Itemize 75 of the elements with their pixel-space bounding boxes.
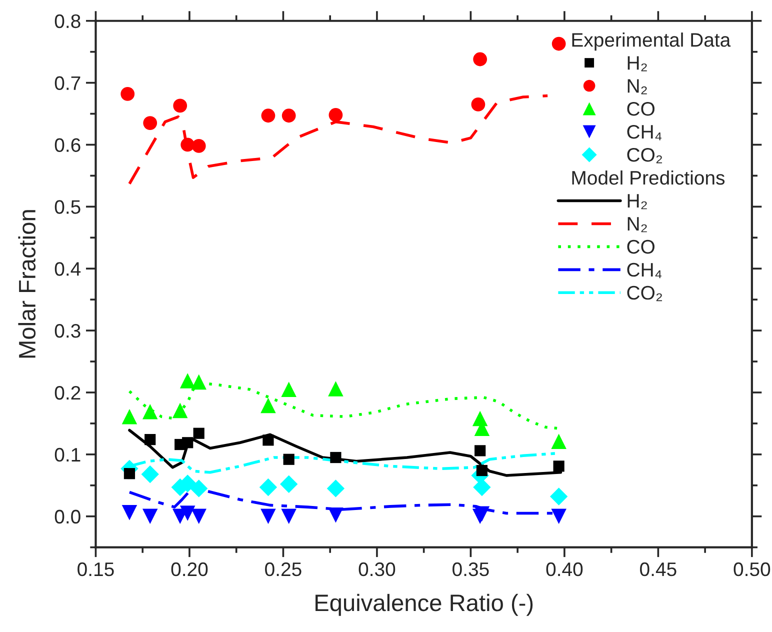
point	[328, 108, 343, 122]
point	[474, 445, 486, 456]
point	[326, 480, 345, 498]
y-tick-label: 0.8	[54, 14, 80, 28]
legend-label: CO	[627, 102, 654, 116]
legend-label: H₂	[628, 194, 647, 210]
x-tick-label: 0.30	[358, 562, 396, 576]
point	[260, 508, 276, 524]
point	[120, 86, 135, 101]
point	[473, 52, 488, 66]
y-tick-label: 0.6	[54, 138, 80, 152]
x-tick-label: 0.50	[734, 562, 770, 576]
legend-label: CO₂	[627, 148, 662, 164]
y-tick-label: 0.3	[54, 324, 80, 338]
y-tick-label: 0.2	[54, 386, 80, 400]
y-tick-label: 0.7	[54, 76, 80, 90]
legend-label: CH₄	[627, 262, 662, 278]
point	[191, 374, 206, 390]
point	[192, 139, 206, 153]
x-tick-label: 0.25	[265, 562, 302, 576]
y-tick-label: 0.1	[54, 448, 80, 462]
point	[551, 434, 566, 450]
point	[173, 98, 188, 113]
point	[473, 478, 491, 496]
point	[142, 404, 158, 420]
x-tick-label: 0.45	[640, 562, 676, 576]
point	[552, 36, 566, 51]
point	[144, 434, 156, 446]
point	[142, 508, 158, 524]
x-tick-label: 0.40	[546, 562, 583, 576]
point	[259, 478, 278, 496]
point	[550, 488, 568, 506]
point	[172, 402, 188, 418]
point	[191, 508, 206, 524]
point	[180, 506, 196, 521]
point	[281, 508, 296, 524]
x-tick-label: 0.20	[171, 562, 208, 576]
legend-label: H₂	[628, 56, 647, 72]
y-tick-label: 0.4	[54, 262, 81, 276]
point	[282, 108, 296, 123]
point	[328, 507, 344, 523]
text: Model Predictions	[572, 170, 725, 185]
point	[330, 452, 342, 464]
point	[283, 454, 294, 465]
y-tick-label: 0.5	[54, 200, 80, 214]
point	[328, 381, 344, 396]
point	[124, 468, 136, 480]
y-tick-label: 0.0	[54, 510, 80, 524]
legend-label: N₂	[628, 217, 647, 232]
text: Experimental Data	[572, 32, 731, 51]
x-tick-label: 0.15	[78, 562, 114, 576]
point	[143, 116, 158, 130]
x-axis-title: Equivalence Ratio (-)	[316, 594, 533, 616]
point	[280, 475, 298, 493]
x-tick-label: 0.35	[452, 562, 489, 576]
point	[281, 382, 296, 398]
point	[551, 508, 566, 524]
point	[122, 504, 138, 520]
point	[553, 460, 564, 472]
legend-label: N₂	[628, 79, 647, 94]
point	[471, 98, 486, 112]
point	[180, 373, 196, 388]
legend-label: CO₂	[627, 286, 662, 302]
point	[262, 434, 274, 446]
point	[122, 408, 138, 424]
point	[193, 428, 204, 439]
point	[260, 398, 276, 414]
line-series	[128, 94, 549, 186]
point	[141, 465, 159, 484]
point	[261, 108, 276, 123]
legend-label: CH₄	[627, 124, 662, 140]
legend-label: CO	[627, 240, 654, 254]
point	[182, 437, 194, 448]
point	[190, 480, 208, 498]
y-axis-title: Molar Fraction	[18, 210, 36, 358]
